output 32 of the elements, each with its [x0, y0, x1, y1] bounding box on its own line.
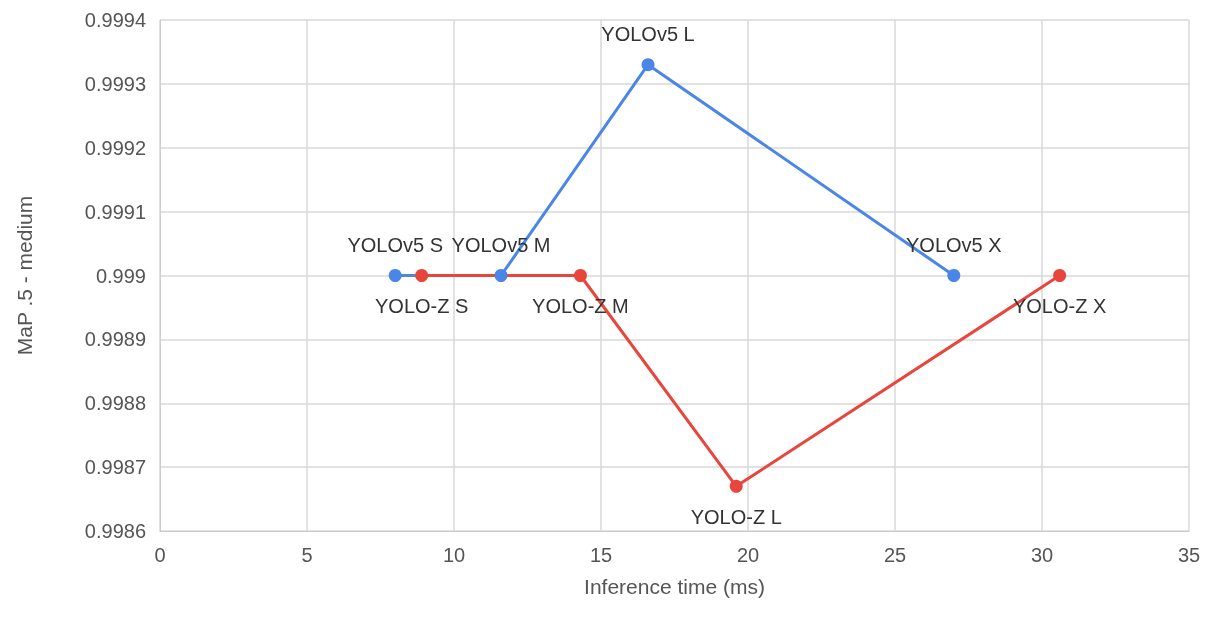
- point: [494, 269, 508, 282]
- y-axis-title: MaP .5 - medium: [13, 195, 36, 356]
- data-label: YOLO-Z L: [690, 505, 782, 528]
- y-tick-label: 0.9991: [84, 200, 146, 223]
- data-label: YOLO-Z S: [374, 295, 469, 317]
- x-axis-title: Inference time (ms): [584, 575, 765, 598]
- x-tick-label: 5: [301, 544, 313, 566]
- point: [573, 269, 587, 282]
- x-tick-label: 25: [883, 544, 907, 566]
- y-tick-label: 0.9992: [84, 136, 146, 159]
- x-tick-label: 35: [1177, 544, 1201, 566]
- y-tick-label: 0.9987: [84, 456, 146, 479]
- y-tick-label: 0.9994: [84, 9, 146, 31]
- x-tick-label: 20: [736, 544, 760, 566]
- data-label: YOLOv5 S: [347, 234, 443, 256]
- point: [415, 269, 429, 282]
- y-tick-label: 0.9988: [84, 392, 146, 415]
- x-tick-label: 15: [589, 544, 613, 566]
- x-tick-label: 10: [442, 544, 466, 566]
- y-tick-label: 0.9989: [84, 328, 146, 351]
- point: [641, 58, 655, 72]
- data-label: YOLOv5 L: [601, 23, 695, 46]
- point: [1053, 269, 1067, 282]
- data-label: YOLO-Z X: [1012, 295, 1107, 317]
- x-tick-label: 30: [1030, 544, 1054, 566]
- point: [388, 269, 402, 282]
- point: [947, 269, 961, 282]
- x-tick-label: 0: [154, 544, 166, 566]
- y-tick-label: 0.9993: [84, 72, 146, 95]
- point: [729, 479, 743, 493]
- y-tick-label: 0.999: [95, 264, 146, 287]
- y-tick-label: 0.9986: [84, 520, 146, 542]
